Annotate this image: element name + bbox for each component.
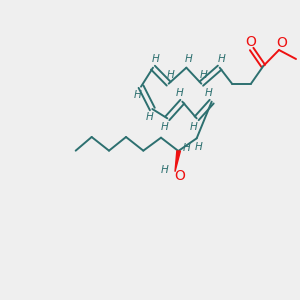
Polygon shape bbox=[175, 151, 180, 172]
Text: H: H bbox=[160, 165, 168, 175]
Text: H: H bbox=[195, 142, 203, 152]
Text: H: H bbox=[167, 70, 175, 80]
Text: H: H bbox=[176, 88, 183, 98]
Text: O: O bbox=[276, 36, 287, 50]
Text: H: H bbox=[160, 122, 168, 132]
Text: H: H bbox=[218, 54, 226, 64]
Text: H: H bbox=[183, 143, 190, 153]
Text: H: H bbox=[146, 112, 153, 122]
Text: H: H bbox=[134, 90, 142, 100]
Text: H: H bbox=[190, 122, 197, 132]
Text: H: H bbox=[185, 54, 193, 64]
Text: O: O bbox=[174, 169, 185, 183]
Text: O: O bbox=[246, 35, 256, 50]
Text: H: H bbox=[200, 70, 208, 80]
Text: H: H bbox=[152, 54, 159, 64]
Text: H: H bbox=[205, 88, 212, 98]
